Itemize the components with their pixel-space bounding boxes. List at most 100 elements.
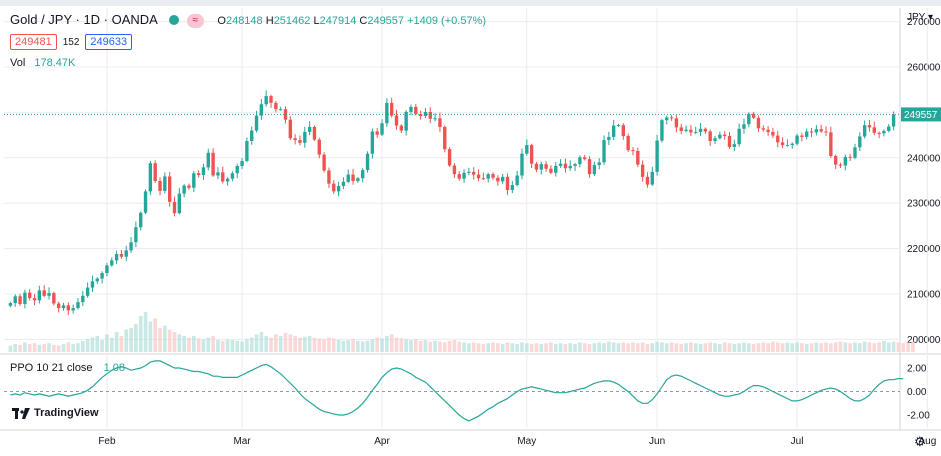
candle-body — [221, 172, 225, 182]
candle-body — [872, 127, 876, 133]
symbol-title[interactable]: Gold / JPY · 1D · OANDA — [10, 12, 158, 27]
candle-body — [230, 173, 235, 179]
volume-bar — [534, 343, 539, 352]
volume-bar — [896, 342, 901, 352]
volume-bar — [47, 343, 51, 352]
candle-body — [525, 145, 529, 154]
candle-body — [81, 295, 85, 303]
candle-body — [776, 135, 780, 143]
volume-bar — [153, 318, 158, 352]
candle-body — [293, 138, 297, 141]
volume-bar — [857, 343, 862, 352]
last-price-label: 249557 — [904, 110, 938, 121]
candle-body — [848, 156, 852, 158]
candle-body — [766, 129, 770, 132]
candle-body — [862, 125, 867, 137]
candle-body — [713, 138, 717, 142]
candle-body — [385, 102, 389, 124]
volume-bar — [158, 328, 162, 352]
volume-bar — [336, 340, 341, 352]
close-value: 249557 — [367, 15, 405, 27]
candle-body — [505, 176, 510, 191]
volume-bar — [259, 332, 264, 352]
time-tick-label: Aug — [918, 436, 936, 447]
volume-bar — [722, 342, 727, 352]
volume-bar — [911, 341, 915, 352]
candle-body — [631, 150, 635, 152]
ppo-value: 1.08 — [103, 362, 126, 374]
volume-bar — [587, 344, 592, 352]
volume-label: Vol — [10, 57, 26, 69]
compare-badge[interactable]: ≈ — [186, 14, 205, 28]
candle-body — [66, 305, 71, 311]
volume-bar — [573, 344, 577, 352]
volume-bar — [515, 344, 519, 352]
volume-bar — [790, 343, 795, 352]
volume-bar — [66, 342, 71, 352]
candle-body — [491, 174, 495, 178]
volume-bar — [196, 338, 201, 352]
candle-body — [187, 185, 191, 188]
symbol-legend[interactable]: Gold / JPY · 1D · OANDA ≈ O248148 H25146… — [10, 12, 486, 28]
volume-bar — [322, 339, 326, 352]
candle-body — [433, 118, 437, 120]
candle-body — [312, 126, 317, 140]
volume-bar — [298, 337, 302, 352]
gear-icon[interactable]: ⚙ — [914, 434, 926, 449]
volume-legend[interactable]: Vol 178.47K — [10, 57, 75, 69]
volume-bar — [621, 342, 626, 352]
candle-body — [573, 164, 577, 166]
tradingview-name: TradingView — [34, 407, 99, 419]
volume-bar — [500, 344, 505, 352]
candle-body — [452, 165, 457, 175]
tradingview-logo[interactable]: TradingView — [12, 407, 99, 419]
volume-bar — [660, 342, 664, 352]
volume-bar — [283, 332, 288, 352]
volume-bar — [539, 344, 544, 352]
candle-body — [61, 305, 66, 309]
volume-bar — [626, 343, 630, 352]
candle-body — [356, 178, 360, 181]
volume-bar — [877, 342, 881, 352]
volume-bar — [829, 343, 833, 352]
candle-body — [636, 150, 640, 165]
candle-body — [341, 181, 346, 186]
volume-bar — [549, 342, 553, 352]
candle-body — [447, 149, 452, 166]
candle-body — [23, 292, 27, 304]
volume-bar — [775, 342, 780, 352]
candle-body — [843, 156, 848, 166]
volume-bar — [496, 343, 500, 352]
volume-bar — [703, 343, 708, 352]
candle-body — [375, 131, 379, 135]
sell-button[interactable]: 249481 — [10, 34, 57, 50]
candle-body — [42, 290, 46, 296]
ppo-legend[interactable]: PPO 10 21 close 1.08 — [10, 362, 125, 374]
volume-bar — [843, 342, 848, 352]
candle-body — [105, 265, 109, 274]
candle-body — [462, 172, 466, 179]
candle-body — [703, 128, 708, 132]
volume-bar — [148, 321, 153, 352]
candle-body — [500, 176, 505, 182]
volume-bar — [457, 341, 462, 352]
volume-bar — [360, 341, 365, 352]
buy-button[interactable]: 249633 — [85, 34, 133, 50]
volume-bar — [264, 336, 269, 352]
candle-body — [404, 111, 408, 131]
volume-bar — [674, 343, 679, 352]
currency-selector[interactable]: JPY ▾ — [907, 12, 933, 23]
candle-body — [539, 164, 543, 170]
candle-body — [158, 180, 162, 191]
candle-body — [718, 134, 722, 139]
candle-body — [877, 132, 881, 134]
candle-body — [148, 163, 153, 192]
volume-bar — [32, 343, 37, 352]
volume-bar — [471, 342, 476, 352]
open-value: 248148 — [225, 15, 263, 27]
candle-body — [650, 171, 654, 185]
volume-bar — [698, 344, 703, 352]
candle-body — [269, 96, 273, 103]
